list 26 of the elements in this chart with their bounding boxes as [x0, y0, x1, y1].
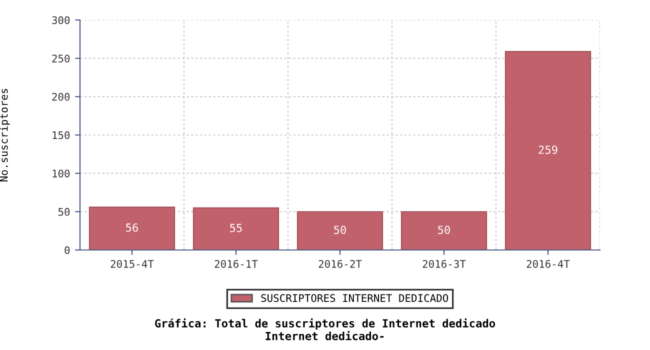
bar	[400, 211, 488, 250]
x-tick-label: 2015-4T	[110, 260, 154, 268]
bar	[504, 51, 592, 250]
text: Internet dedicado-	[266, 331, 384, 340]
x-tick-label: 2016-3T	[422, 260, 466, 268]
y-axis-title: No.suscriptores	[0, 88, 10, 182]
x-tick-label: 2016-1T	[214, 260, 258, 268]
bar	[192, 207, 280, 250]
y-tick-label: 150	[52, 131, 70, 140]
y-tick-label: 200	[52, 92, 70, 101]
bar	[296, 211, 384, 250]
data-label: 259	[538, 146, 558, 154]
y-tick-label: 300	[52, 16, 70, 24]
text: Gráfica: Total de suscriptores de Internet dedicado	[155, 318, 496, 330]
data-label: 56	[126, 223, 138, 232]
bar	[88, 206, 176, 250]
y-tick-label: 50	[58, 208, 70, 216]
y-tick-label: 100	[52, 170, 70, 178]
y-tick-label: 250	[52, 54, 70, 62]
x-tick-label: 2016-4T	[526, 260, 570, 268]
x-tick-label: 2016-2T	[318, 260, 362, 268]
legend-label: SUSCRIPTORES INTERNET DEDICADO	[261, 294, 448, 302]
data-label: 55	[230, 224, 242, 232]
y-tick-label: 0	[64, 246, 70, 254]
data-label: 50	[334, 226, 346, 234]
data-label: 50	[438, 226, 450, 234]
